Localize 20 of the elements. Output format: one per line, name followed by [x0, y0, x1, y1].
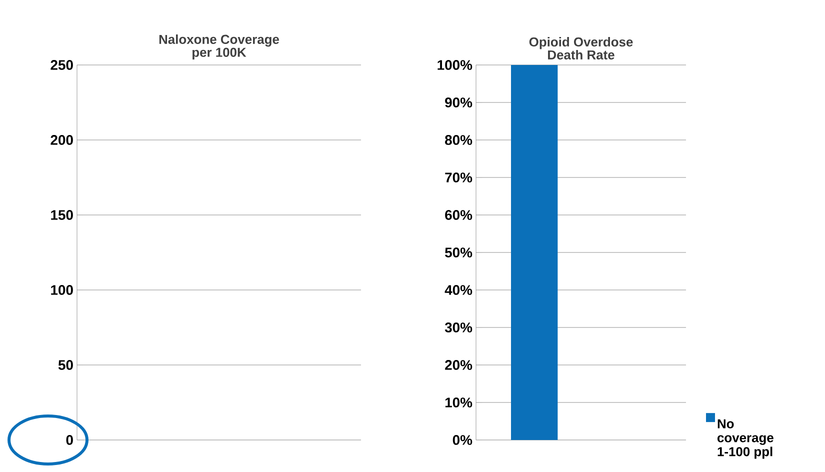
- y-tick-label: 0%: [452, 435, 472, 445]
- legend-label: No coverage 1-100 ppl: [717, 419, 774, 459]
- y-tick-label: 40%: [444, 285, 472, 295]
- y-tick-label: 10%: [445, 398, 472, 408]
- y-tick-label: 100: [51, 285, 73, 295]
- y-tick-label: 60%: [445, 210, 472, 220]
- y-tick-label: 100%: [438, 60, 472, 70]
- y-tick-label: 250: [50, 60, 73, 70]
- y-tick-label: 50: [58, 360, 73, 370]
- y-tick-label: 80%: [445, 135, 472, 145]
- y-tick-label: 70%: [445, 172, 472, 182]
- y-tick-label: 90%: [445, 98, 472, 108]
- y-tick-label: 20%: [445, 360, 472, 370]
- y-tick-label: 30%: [444, 322, 472, 332]
- y-tick-label: 200: [50, 135, 73, 145]
- y-tick-label: 150: [51, 210, 73, 220]
- chart-title: Opioid Overdose Death Rate: [529, 37, 633, 60]
- y-tick-label: 0: [66, 435, 73, 445]
- y-tick-label: 50%: [444, 248, 472, 258]
- chart-title: Naloxone Coverage per 100K: [159, 34, 280, 60]
